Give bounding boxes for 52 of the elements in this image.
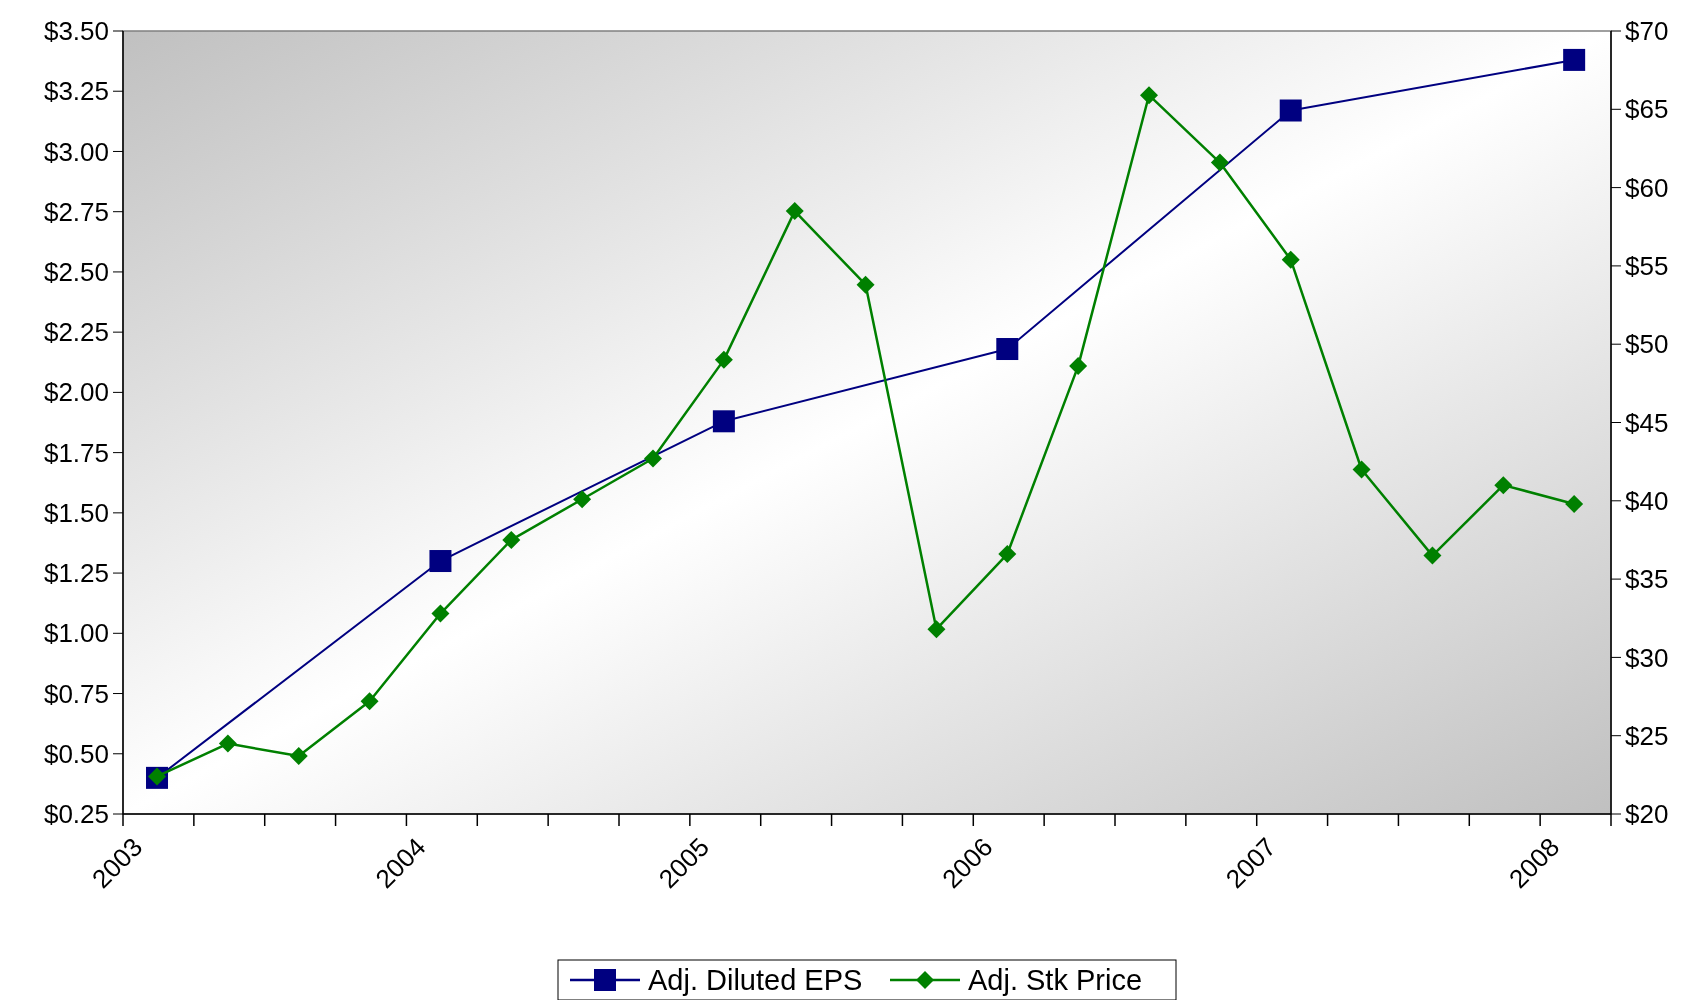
y2-tick-label: $30 [1625,642,1669,673]
point [573,490,592,509]
y2-tick-label: $60 [1625,172,1669,203]
point [927,620,946,639]
point [996,338,1019,361]
legend-label: Adj. Stk Price [968,964,1143,997]
point [712,410,735,433]
legend-label: Adj. Diluted EPS [648,964,863,997]
point [998,545,1017,564]
point [502,530,521,549]
y-tick-label: $3.00 [43,136,109,167]
y2-tick-label: $50 [1625,329,1669,360]
point [1494,476,1513,495]
y-tick-label: $2.75 [43,196,109,227]
point [1563,48,1586,71]
point [1423,546,1442,565]
y-tick-label: $0.25 [43,799,109,830]
point [360,692,379,711]
y-tick-label: $1.75 [43,437,109,468]
point [1352,460,1371,479]
y2-tick-label: $55 [1625,251,1669,281]
y2-tick-label: $45 [1625,407,1669,438]
y-tick-label: $2.25 [43,317,109,348]
point [856,275,875,294]
y2-tick-label: $25 [1625,720,1669,751]
y2-tick-label: $20 [1625,799,1669,830]
point [431,604,450,623]
point [1210,153,1229,172]
y2-tick-label: $35 [1625,564,1669,595]
point [1565,494,1584,513]
y-tick-label: $1.00 [43,618,109,649]
y-tick-label: $2.50 [43,257,109,288]
point [429,550,452,573]
y-tick-label: $3.50 [43,16,109,47]
point [714,350,733,369]
y2-tick-label: $40 [1625,485,1669,516]
point [1281,250,1300,269]
y-tick-label: $0.50 [43,738,109,769]
point [1140,86,1159,105]
y2-tick-label: $65 [1625,94,1669,125]
point [785,202,804,221]
point [289,747,308,766]
y-tick-label: $1.50 [43,497,109,528]
y-tick-label: $0.75 [43,678,109,709]
point [1279,99,1302,122]
point [644,449,663,468]
y-tick-label: $3.25 [43,76,109,107]
y-tick-label: $1.25 [43,558,109,589]
point [218,734,237,753]
y2-tick-label: $70 [1625,16,1669,47]
point [1069,357,1088,376]
y-tick-label: $2.00 [43,377,109,408]
